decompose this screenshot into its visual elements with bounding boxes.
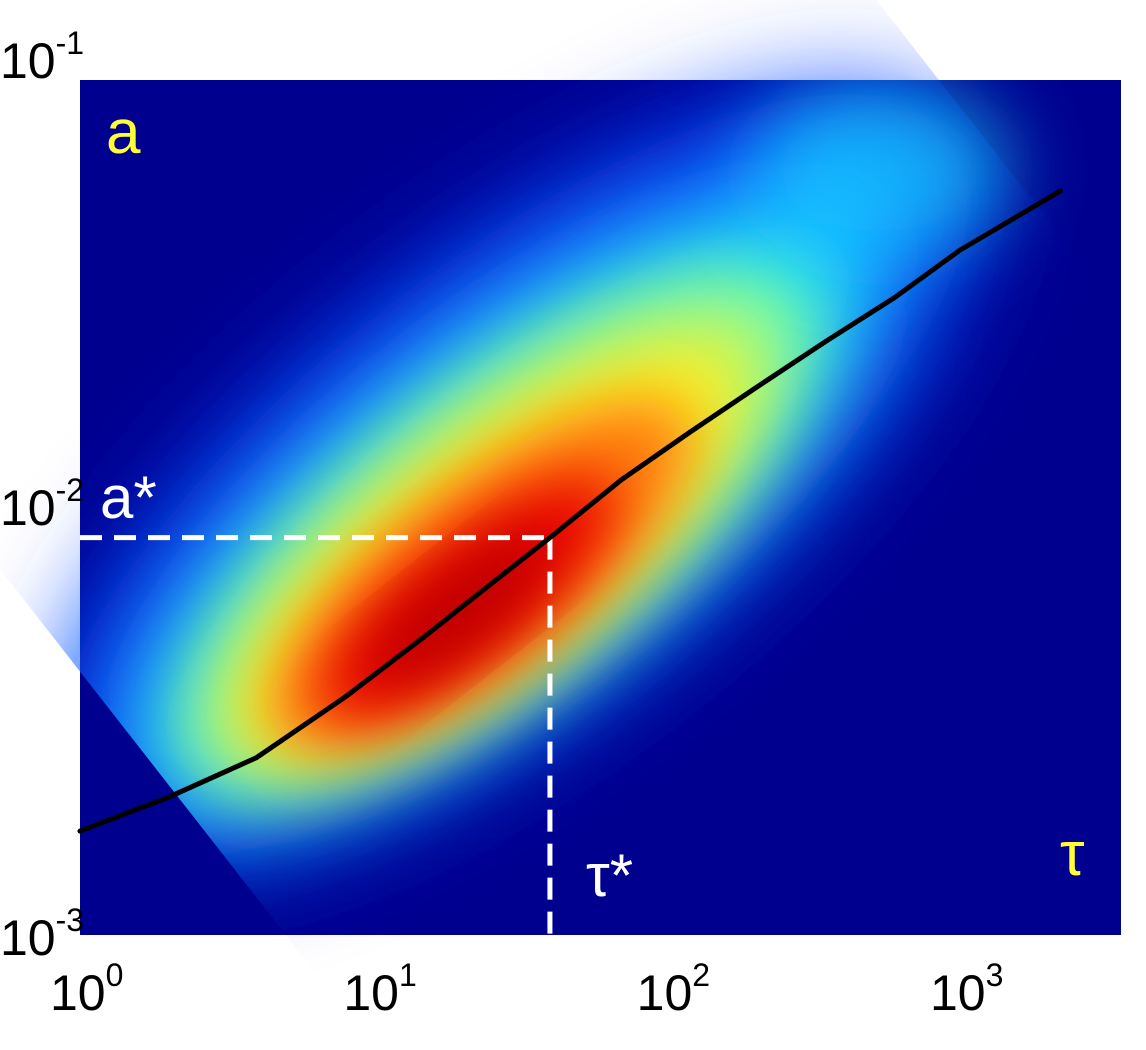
x-tick-label: 102 [637, 957, 710, 1021]
series-curve [77, 188, 1063, 834]
y-tick-label: 10-2 [0, 472, 84, 536]
y-tick-label: 10-1 [0, 25, 84, 89]
y-marker-label: a* [100, 464, 157, 531]
x-tick-label: 103 [930, 957, 1003, 1021]
y-tick-label: 10-3 [0, 902, 84, 966]
panel-label: a [106, 98, 141, 167]
y-axis-tick-labels: 10-3 10-2 10-1 [0, 25, 84, 966]
density-field [51, 93, 971, 859]
density-lobe-upper [750, 80, 1010, 260]
x-tick-label: 101 [343, 957, 416, 1021]
axis-label-tau: τ [1060, 820, 1085, 889]
x-tick-label: 100 [50, 957, 123, 1021]
x-axis-tick-labels: 100 101 102 103 [50, 957, 1003, 1021]
x-marker-label: τ* [586, 842, 633, 909]
